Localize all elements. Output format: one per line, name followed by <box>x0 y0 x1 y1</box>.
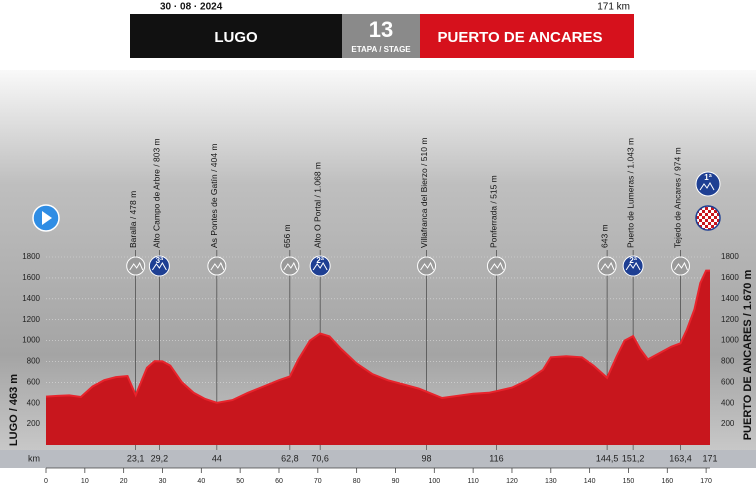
badge-mountain <box>312 262 328 271</box>
badge-mountain <box>600 261 615 271</box>
y-tick-label-right: 1200 <box>721 315 739 324</box>
x-tick-label: 50 <box>236 478 244 485</box>
y-tick-label-right: 1800 <box>721 252 739 261</box>
km-label: km <box>28 453 40 463</box>
waypoint-km: 98 <box>422 453 432 463</box>
y-tick-label: 400 <box>27 398 41 407</box>
waypoint-km: 44 <box>212 453 222 463</box>
badge-mountain <box>210 261 225 271</box>
climb-badge-label: 3ª <box>156 256 163 265</box>
waypoint-km: 70,6 <box>311 453 329 463</box>
badge-mountain <box>699 182 715 191</box>
x-tick-label: 20 <box>120 478 128 485</box>
elevation-top <box>45 269 710 404</box>
y-tick-label: 1200 <box>22 315 40 324</box>
x-tick-label: 70 <box>314 478 322 485</box>
climb-badge <box>148 255 170 277</box>
x-tick-label: 140 <box>584 478 596 485</box>
y-tick-label: 200 <box>27 419 41 428</box>
x-tick-label: 110 <box>468 478 479 485</box>
waypoint-km: 144,5 <box>596 453 619 463</box>
start-axis-label: LUGO / 463 m <box>8 374 20 446</box>
waypoint-label: Tejedo de Ancares / 974 m <box>673 147 683 248</box>
badge-mountain <box>283 261 298 271</box>
distance: 171 km <box>597 2 630 13</box>
x-tick-label: 90 <box>392 478 400 485</box>
waypoint-km: 116 <box>489 453 503 463</box>
climb-badge-label: 2ª <box>629 256 636 265</box>
x-tick-label: 30 <box>159 478 167 485</box>
x-tick-label: 170 <box>700 478 712 485</box>
badge-mountain <box>625 262 641 271</box>
x-tick-label: 100 <box>428 478 440 485</box>
y-tick-label-right: 600 <box>721 377 735 386</box>
y-tick-label: 1400 <box>22 294 40 303</box>
date: 30 · 08 · 2024 <box>160 2 223 13</box>
waypoint-label: 656 m <box>282 224 292 248</box>
waypoint-label: 643 m <box>599 224 609 248</box>
stage-box <box>342 14 420 58</box>
waypoint-label: Alto O Portal / 1.068 m <box>312 162 322 248</box>
finish-axis-label: PUERTO DE ANCARES / 1.670 m <box>742 270 754 441</box>
waypoint-label: Alto Campo de Arbre / 803 m <box>152 138 162 248</box>
waypoint-km: 151,2 <box>622 453 645 463</box>
x-tick-label: 120 <box>506 478 518 485</box>
finish-box <box>420 14 634 58</box>
badge-mountain <box>420 261 434 271</box>
waypoint-km: 29,2 <box>151 453 169 463</box>
waypoint-label: Baralla / 478 m <box>128 191 138 248</box>
y-tick-label: 1600 <box>22 273 40 282</box>
climb-badge <box>622 255 644 277</box>
y-tick-label-right: 1600 <box>721 273 739 282</box>
stage-number: 13 <box>369 17 393 42</box>
finish-km: 171 <box>702 453 717 463</box>
finish-flag <box>695 205 721 231</box>
climb-badge <box>309 255 331 277</box>
badge-mountain <box>129 261 144 271</box>
y-tick-label: 1800 <box>22 252 40 261</box>
waypoint-label: Puerto de Lumeras / 1.043 m <box>625 138 635 248</box>
start-arrow <box>42 211 52 225</box>
waypoint-km: 23,1 <box>127 453 145 463</box>
y-tick-label-right: 1400 <box>721 294 739 303</box>
y-tick-label-right: 800 <box>721 357 735 366</box>
y-tick-label: 600 <box>27 377 41 386</box>
x-tick-label: 150 <box>623 478 635 485</box>
finish-name: PUERTO DE ANCARES <box>437 29 602 46</box>
climb-badge-label: 2ª <box>316 256 323 265</box>
waypoint-label: Villafranca del Bierzo / 510 m <box>419 138 429 248</box>
start-name: LUGO <box>214 29 258 46</box>
x-tick-label: 60 <box>275 478 283 485</box>
y-tick-label: 800 <box>27 357 41 366</box>
x-tick-label: 130 <box>545 478 557 485</box>
stage-label: ETAPA / STAGE <box>351 45 411 54</box>
x-tick-label: 40 <box>197 478 205 485</box>
x-tick-label: 160 <box>661 478 673 485</box>
y-tick-label: 1000 <box>22 336 40 345</box>
badge-mountain <box>674 261 688 271</box>
waypoint-km: 62,8 <box>281 453 299 463</box>
waypoint-label: Ponferrada / 515 m <box>489 175 499 248</box>
waypoint-km: 163,4 <box>669 453 692 463</box>
km-band <box>0 450 756 468</box>
x-tick-label: 0 <box>44 478 48 485</box>
badge-mountain <box>151 262 167 271</box>
waypoint-label: As Pontes de Gatín / 404 m <box>209 144 219 248</box>
start-box <box>130 14 342 58</box>
y-tick-label-right: 1000 <box>721 336 739 345</box>
x-tick-label: 10 <box>81 478 89 485</box>
finish-badge-label: 1ª <box>704 173 711 182</box>
x-tick-label: 80 <box>353 478 361 485</box>
badge-mountain <box>490 261 504 271</box>
y-tick-label-right: 400 <box>721 398 735 407</box>
y-tick-label-right: 200 <box>721 419 735 428</box>
